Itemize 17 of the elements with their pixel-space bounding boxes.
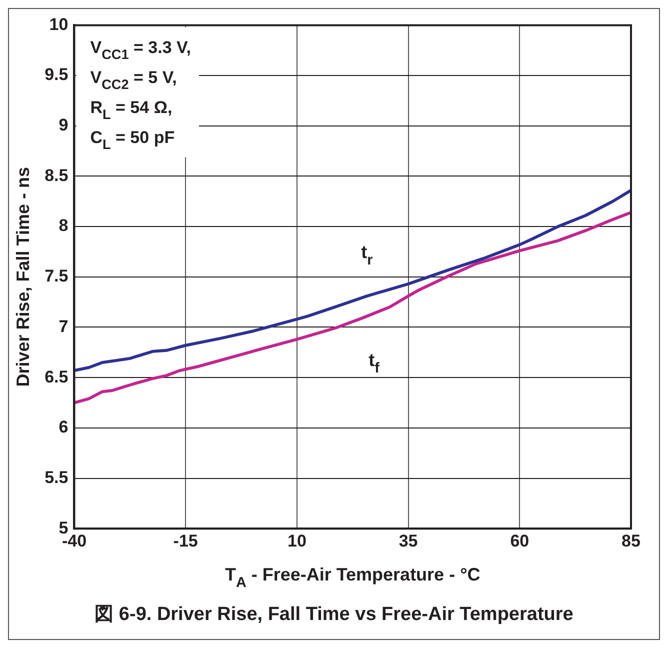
y-tick-label: 6 <box>58 418 68 437</box>
y-tick-label: 7.5 <box>44 266 68 286</box>
y-tick-label: 5.5 <box>44 468 68 487</box>
text: 図 6-9. Driver Rise, Fall Time vs Free-Air Temperature <box>94 603 574 627</box>
x-tick-label: 60 <box>510 531 530 550</box>
x-tick-label: -15 <box>173 531 198 550</box>
y-tick-label: 6.5 <box>44 367 68 386</box>
x-tick-label: 85 <box>622 531 640 550</box>
x-tick-label: 10 <box>287 531 306 550</box>
y-tick-label: 9.5 <box>44 65 68 84</box>
x-tick-label: 35 <box>398 531 418 550</box>
y-tick-label: 8 <box>58 216 68 236</box>
y-axis-title: Driver Rise, Fall Time - ns <box>12 167 33 387</box>
y-tick-label: 7 <box>58 316 68 336</box>
y-tick-label: 9 <box>58 116 68 135</box>
y-tick-label: 10 <box>49 14 68 34</box>
y-tick-label: 8.5 <box>44 166 68 185</box>
